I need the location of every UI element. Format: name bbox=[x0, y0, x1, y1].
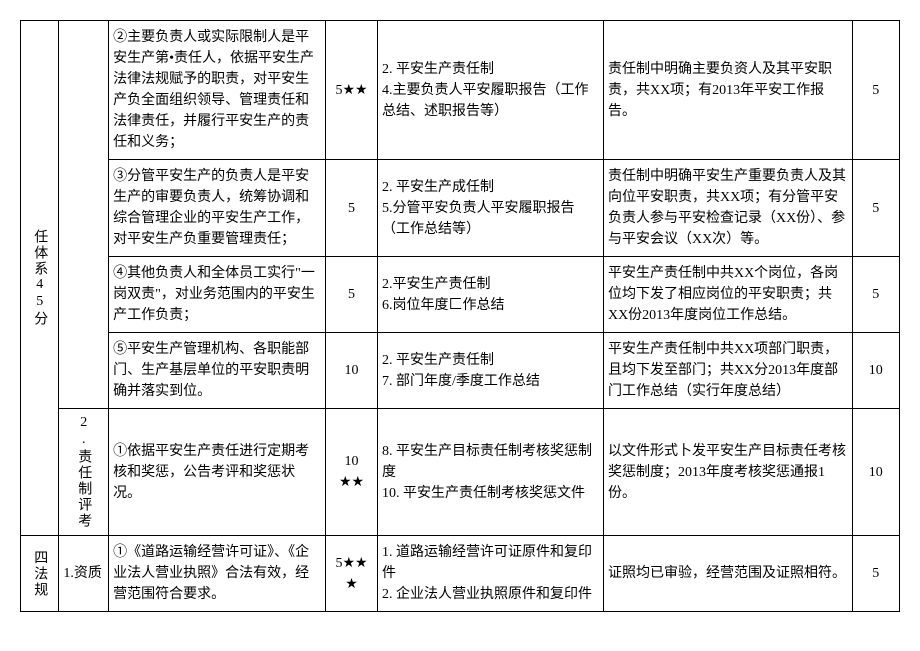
result-cell: 5 bbox=[852, 536, 900, 612]
remark-cell: 证照均已审验，经营范围及证照相符。 bbox=[603, 536, 852, 612]
evidence-cell: 2. 平安生产成任制5.分管平安负责人平安履职报告（工作总结等） bbox=[378, 160, 604, 257]
evidence-cell: 2.平安生产责任制6.岗位年度匚作总结 bbox=[378, 257, 604, 333]
remark-cell: 平安生产责任制中共XX个岗位，各岗位均下发了相应岗位的平安职责；共XX份2013… bbox=[603, 257, 852, 333]
remark-cell: 责任制中明确主要负资人及其平安职责，共XX项；有2013年平安工作报告。 bbox=[603, 21, 852, 160]
remark-cell: 责任制中明确平安生产重要负责人及其向位平安职责，共XX项；有分管平安负责人参与平… bbox=[603, 160, 852, 257]
score-cell: 10 bbox=[326, 333, 378, 409]
evidence-cell: 2. 平安生产责任制7. 部门年度/季度工作总结 bbox=[378, 333, 604, 409]
desc-cell: ③分管平安生产的负责人是平安生产的审要负责人，统筹协调和综合管理企业的平安生产工… bbox=[109, 160, 326, 257]
desc-cell: ②主要负责人或实际限制人是平安生产第•责任人，依据平安生产法律法规赋予的职责，对… bbox=[109, 21, 326, 160]
sub-cell bbox=[59, 21, 109, 409]
sub-cell: 1.资质 bbox=[59, 536, 109, 612]
desc-cell: ①《道路运输经营许可证》、《企业法人营业执照》合法有效，经营范围符合要求。 bbox=[109, 536, 326, 612]
category-cell: 四法规 bbox=[21, 536, 59, 612]
desc-cell: ⑤平安生产管理机构、各职能部门、生产基层单位的平安职责明确并落实到位。 bbox=[109, 333, 326, 409]
sub-cell: 2.责任制评考 bbox=[59, 409, 109, 536]
remark-cell: 以文件形式卜发平安生产目标责任考核奖惩制度；2013年度考核奖惩通报1份。 bbox=[603, 409, 852, 536]
score-cell: 5 bbox=[326, 160, 378, 257]
result-cell: 5 bbox=[852, 21, 900, 160]
evidence-cell: 1. 道路运输经营许可证原件和复印件2. 企业法人营业执照原件和复印件 bbox=[378, 536, 604, 612]
score-cell: 5★★ bbox=[326, 21, 378, 160]
result-cell: 5 bbox=[852, 257, 900, 333]
remark-cell: 平安生产责任制中共XX项部门职责，且均下发至部门；共XX分2013年度部门工作总… bbox=[603, 333, 852, 409]
result-cell: 5 bbox=[852, 160, 900, 257]
score-cell: 5 bbox=[326, 257, 378, 333]
category-cell: 任体系45分 bbox=[21, 21, 59, 536]
desc-cell: ④其他负责人和全体员工实行"一岗双责"，对业务范围内的平安生产工作负责； bbox=[109, 257, 326, 333]
score-cell: 5★★★ bbox=[326, 536, 378, 612]
result-cell: 10 bbox=[852, 409, 900, 536]
desc-cell: ①依据平安生产责任进行定期考核和奖惩，公告考评和奖惩状况。 bbox=[109, 409, 326, 536]
evidence-cell: 8. 平安生产目标责任制考核奖惩制度10. 平安生产责任制考核奖惩文件 bbox=[378, 409, 604, 536]
score-cell: 10★★ bbox=[326, 409, 378, 536]
result-cell: 10 bbox=[852, 333, 900, 409]
evidence-cell: 2. 平安生产责任制4.主要负责人平安履职报告（工作总结、述职报告等） bbox=[378, 21, 604, 160]
